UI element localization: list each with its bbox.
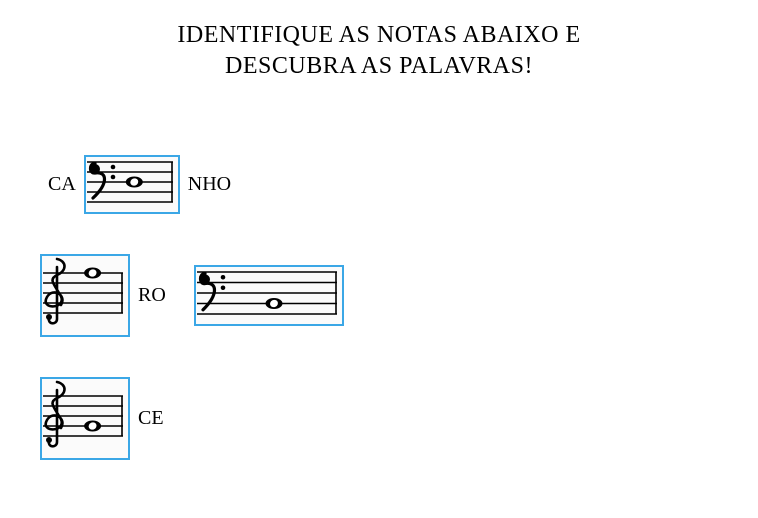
music-note-box — [84, 155, 180, 214]
puzzle-row: RO — [40, 254, 344, 337]
title-line-2: DESCUBRA AS PALAVRAS! — [225, 53, 533, 79]
title-line-1: IDENTIFIQUE AS NOTAS ABAIXO E — [177, 22, 580, 48]
music-note-box — [194, 265, 344, 326]
syllable: CE — [138, 407, 164, 430]
bass-clef-staff — [87, 158, 173, 206]
syllable: CA — [48, 173, 76, 196]
treble-clef-staff — [43, 257, 123, 329]
page-title: IDENTIFIQUE AS NOTAS ABAIXO E DESCUBRA A… — [0, 0, 758, 82]
puzzle-rows: CA NHO RO CE — [40, 155, 344, 500]
syllable: NHO — [188, 173, 231, 196]
music-note-box — [40, 254, 130, 337]
treble-clef-staff — [43, 380, 123, 452]
puzzle-row: CE — [40, 377, 344, 460]
puzzle-row: CA NHO — [40, 155, 344, 214]
bass-clef-staff — [197, 268, 337, 318]
music-note-box — [40, 377, 130, 460]
syllable: RO — [138, 284, 166, 307]
